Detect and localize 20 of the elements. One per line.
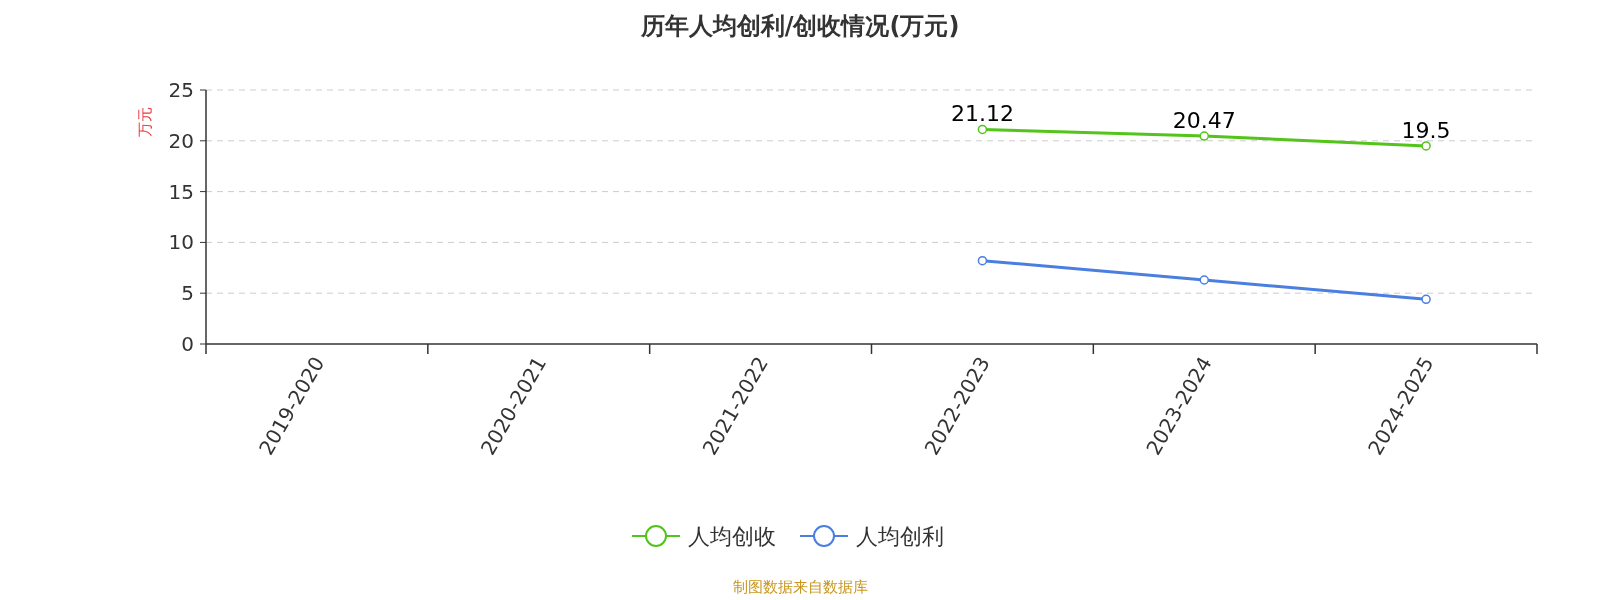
legend-label: 人均创利 — [856, 524, 944, 549]
data-label: 19.5 — [1401, 117, 1451, 143]
point — [1199, 131, 1209, 141]
point — [1421, 141, 1431, 151]
y-axis-title: 万元 — [136, 107, 154, 137]
y-tick-label: 15 — [168, 179, 194, 204]
point — [1199, 275, 1209, 285]
y-tick-label: 0 — [181, 332, 194, 356]
y-tick-label: 10 — [168, 230, 194, 255]
y-tick-label: 25 — [168, 78, 194, 102]
y-tick-label: 5 — [181, 281, 194, 306]
chart-title: 历年人均创利/创收情况(万元) — [639, 12, 960, 40]
point — [977, 255, 988, 266]
legend-label: 人均创收 — [688, 524, 776, 549]
data-label: 20.47 — [1172, 108, 1236, 134]
data-label: 21.12 — [950, 101, 1014, 127]
point — [1421, 294, 1431, 305]
point — [977, 124, 988, 135]
text: 制图数据来自数据库 — [732, 578, 868, 596]
y-tick-label: 20 — [168, 128, 194, 153]
